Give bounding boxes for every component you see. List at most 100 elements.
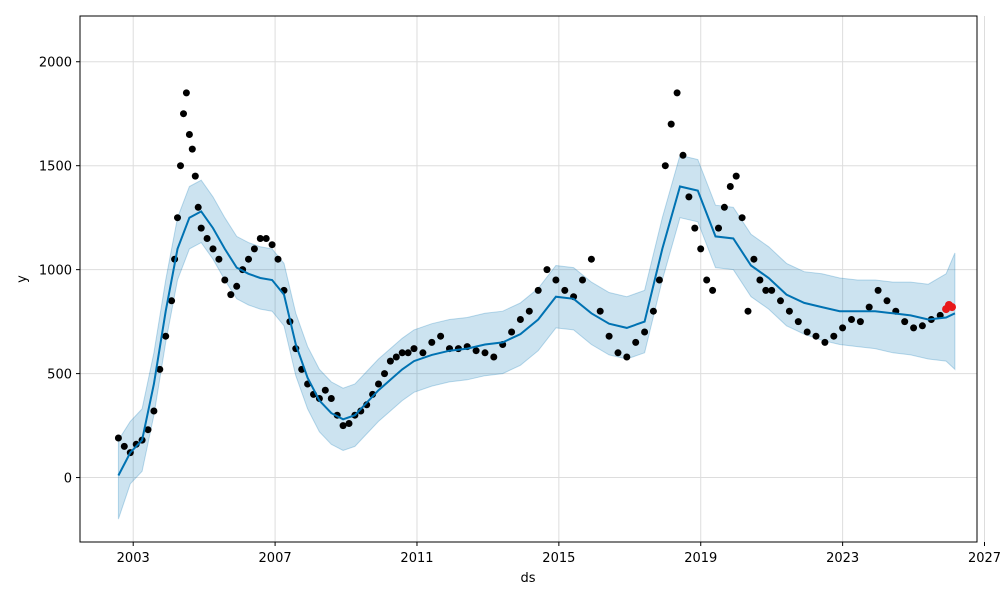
observed-point (274, 255, 282, 263)
y-tick-label: 500 (47, 368, 72, 383)
observed-point (339, 422, 347, 430)
observed-point (250, 245, 258, 253)
observed-point (703, 276, 711, 284)
observed-point (848, 316, 855, 323)
x-tick-label: 2023 (826, 551, 859, 566)
observed-point (369, 390, 377, 398)
observed-point (404, 349, 412, 357)
y-tick-label: 2000 (39, 56, 72, 71)
observed-point (185, 131, 193, 138)
observed-point (345, 420, 353, 427)
y-tick-label: 1000 (39, 264, 72, 279)
observed-point (419, 349, 427, 357)
uncertainty-band-area (117, 154, 956, 520)
observed-point (756, 276, 764, 284)
observed-point (233, 282, 241, 290)
observed-point (209, 245, 217, 253)
observed-point (623, 353, 631, 361)
observed-point (830, 332, 838, 340)
observed-point (750, 255, 758, 263)
observed-point (227, 291, 235, 299)
observed-point (177, 162, 184, 170)
observed-point (561, 286, 569, 294)
observed-point (726, 183, 734, 190)
observed-point (245, 255, 252, 263)
observed-point (472, 347, 480, 355)
observed-point (883, 297, 891, 305)
observed-point (738, 214, 746, 222)
observed-point (579, 276, 586, 284)
observed-point (508, 328, 516, 336)
observed-point (398, 349, 406, 357)
observed-point (162, 332, 170, 340)
y-tick-label: 1500 (39, 160, 72, 175)
observed-point (587, 255, 595, 263)
observed-point (803, 328, 811, 336)
observed-point (150, 407, 158, 415)
plot-frame (79, 15, 978, 543)
observed-point (691, 224, 699, 232)
observed-point (363, 401, 371, 409)
observed-point (552, 276, 560, 284)
observed-point (785, 307, 793, 315)
x-tick-label: 2015 (542, 551, 575, 566)
observed-point (697, 245, 705, 253)
y-axis: 0 500 1000 1500 2000 (39, 56, 80, 487)
observed-point (327, 395, 335, 402)
grid (80, 16, 986, 542)
observed-point (874, 286, 882, 294)
observed-point (910, 324, 918, 332)
observed-point (821, 338, 829, 346)
observed-point (268, 241, 276, 249)
observed-point (221, 276, 229, 284)
x-tick-label: 2007 (259, 551, 292, 566)
observed-point (144, 426, 152, 434)
observed-point (194, 203, 202, 211)
observed-point (901, 318, 909, 326)
observed-point (428, 338, 436, 346)
observed-point (673, 89, 681, 97)
observed-point (709, 286, 717, 294)
x-tick-label: 2027 (968, 551, 1000, 566)
observed-point (865, 303, 873, 311)
observed-point (203, 235, 211, 242)
observed-point (197, 224, 205, 232)
observed-point (667, 120, 675, 128)
observed-point (262, 235, 270, 242)
observed-point (543, 266, 551, 274)
observed-point (437, 332, 445, 340)
observed-point (649, 307, 657, 315)
y-tick-label: 0 (64, 472, 72, 487)
observed-point (679, 151, 687, 159)
x-axis-label: ds (520, 571, 535, 586)
x-tick-label: 2019 (684, 551, 717, 566)
observed-point (715, 224, 722, 232)
observed-point (768, 286, 776, 294)
observed-point (357, 407, 365, 415)
observed-point (375, 380, 382, 388)
observed-point (918, 322, 926, 330)
highlight-point (948, 303, 956, 312)
observed-point (605, 332, 613, 340)
observed-point (392, 353, 400, 361)
observed-point (685, 193, 693, 201)
observed-point (839, 324, 847, 332)
observed-point (812, 332, 820, 340)
observed-point (410, 345, 418, 353)
observed-point (114, 434, 122, 442)
y-axis-label: y (15, 275, 30, 283)
x-tick-label: 2003 (117, 551, 150, 566)
highlight-points (942, 301, 956, 314)
observed-point (256, 235, 264, 242)
x-tick-label: 2011 (400, 551, 433, 566)
observed-point (381, 370, 388, 378)
observed-point (777, 297, 784, 305)
observed-point (632, 338, 640, 346)
observed-point (732, 172, 740, 180)
observed-point (386, 357, 394, 365)
observed-point (180, 110, 187, 118)
observed-point (762, 286, 770, 294)
observed-point (596, 307, 604, 315)
